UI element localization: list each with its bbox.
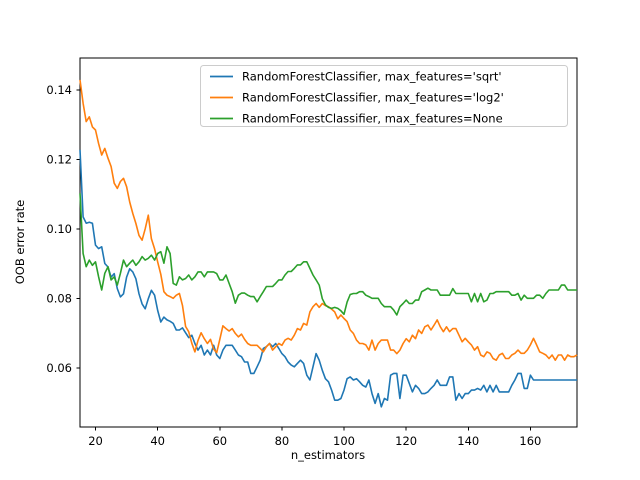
y-tick-label: 0.06 (46, 361, 72, 375)
y-axis-label: OOB error rate (13, 200, 27, 285)
legend: RandomForestClassifier, max_features='sq… (200, 65, 568, 127)
x-tick-label: 140 (457, 434, 479, 448)
x-tick-label: 100 (333, 434, 355, 448)
x-tick-label: 120 (395, 434, 417, 448)
legend-label: RandomForestClassifier, max_features=Non… (242, 112, 503, 126)
x-axis-ticks: 20 40 60 80 100 120 140 160 (88, 427, 541, 448)
legend-entry: RandomForestClassifier, max_features='lo… (210, 91, 504, 105)
plot-series (79, 79, 578, 408)
x-axis-label: n_estimators (291, 448, 365, 462)
legend-entry: RandomForestClassifier, max_features='sq… (210, 70, 502, 84)
x-tick-label: 80 (275, 434, 290, 448)
series-line-none (79, 193, 577, 316)
y-axis-ticks: 0.06 0.08 0.10 0.12 0.14 (46, 83, 80, 375)
legend-frame (200, 65, 568, 127)
x-tick-label: 20 (88, 434, 103, 448)
y-tick-label: 0.12 (46, 153, 72, 167)
y-tick-label: 0.14 (46, 83, 72, 97)
y-tick-label: 0.10 (46, 222, 72, 236)
y-tick-label: 0.08 (46, 292, 72, 306)
legend-label: RandomForestClassifier, max_features='sq… (242, 70, 502, 84)
x-tick-label: 40 (150, 434, 165, 448)
legend-entry: RandomForestClassifier, max_features=Non… (210, 112, 503, 126)
x-tick-label: 160 (519, 434, 541, 448)
x-tick-label: 60 (212, 434, 227, 448)
legend-label: RandomForestClassifier, max_features='lo… (242, 91, 504, 105)
series-line-sqrt (79, 149, 577, 408)
axes-frame (79, 57, 578, 428)
